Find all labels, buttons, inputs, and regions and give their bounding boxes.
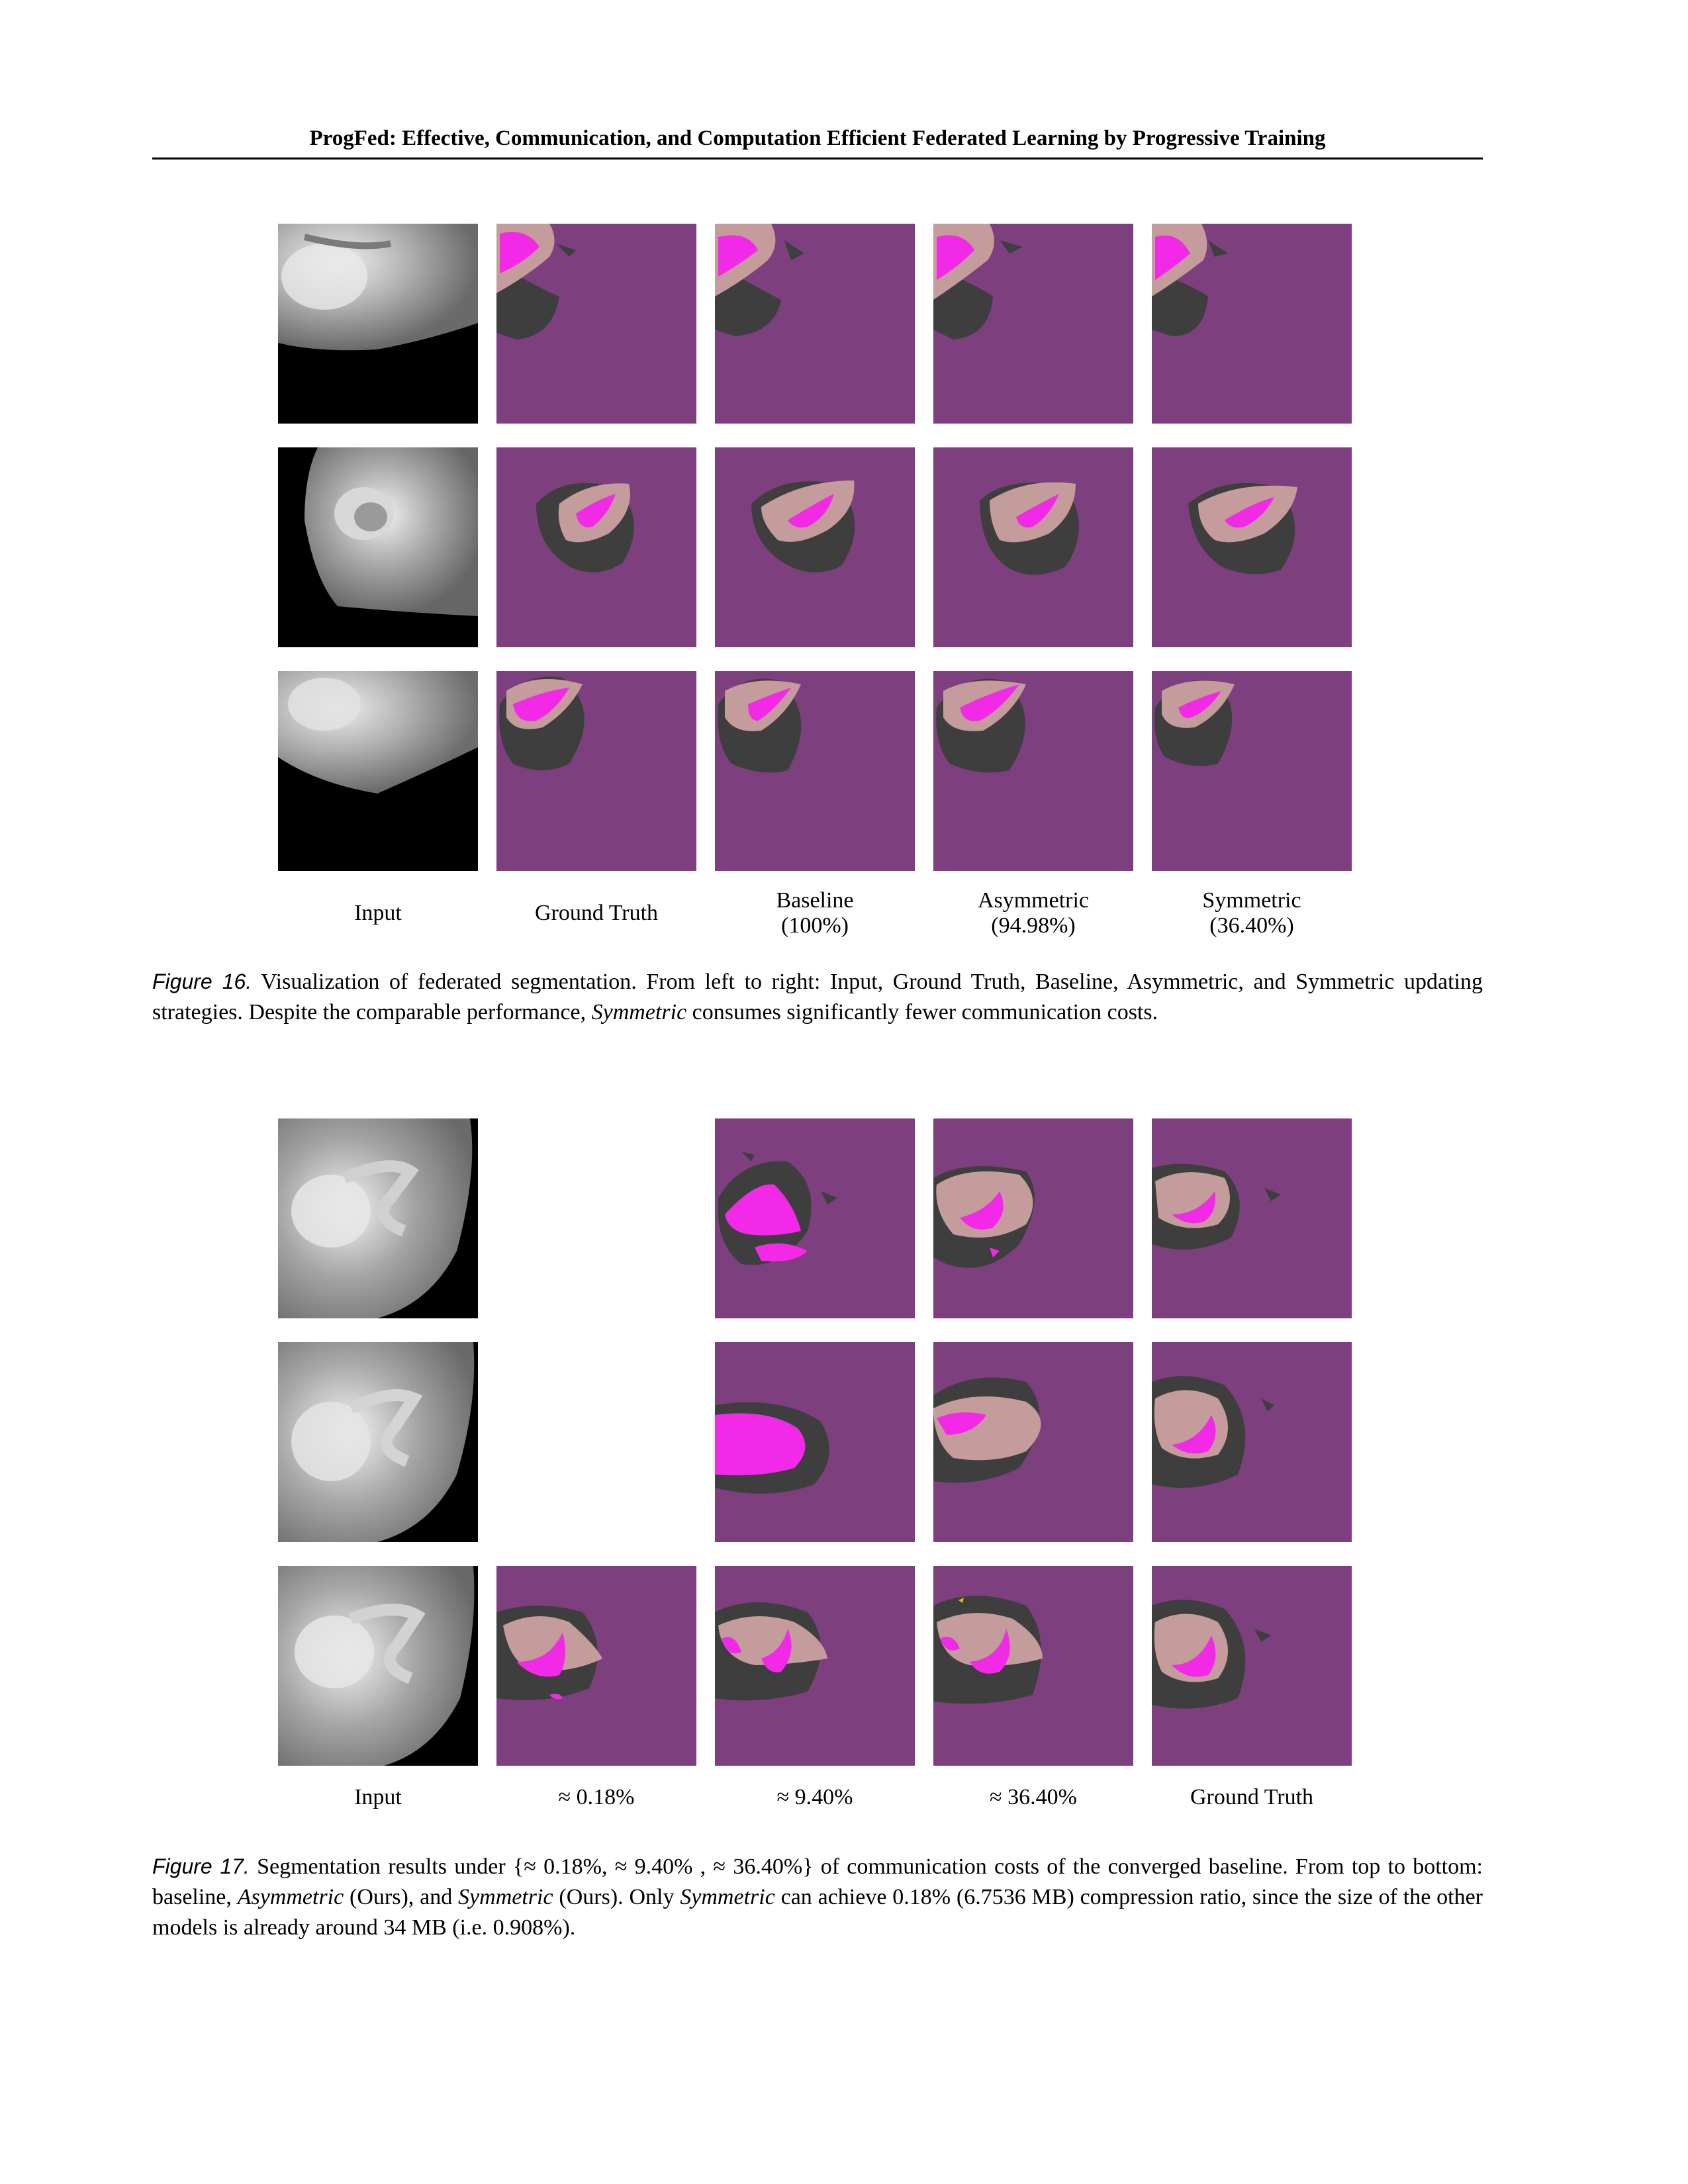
mri-input-image: [278, 1118, 478, 1318]
column-label: Ground Truth: [534, 901, 659, 925]
segmentation-0.18: [496, 1118, 696, 1318]
segmentation-ground-truth: [496, 447, 696, 647]
figure-caption: Figure 16. Visualization of federated se…: [152, 970, 1483, 1024]
segmentation-36.40: [933, 1342, 1133, 1542]
segmentation-9.40: [715, 1566, 915, 1766]
segmentation-baseline: [715, 447, 915, 647]
segmentation-symmetric: [1152, 671, 1352, 871]
mri-input-image: [278, 1566, 478, 1766]
segmentation-symmetric: [1152, 447, 1352, 647]
column-label: Input: [354, 901, 402, 925]
segmentation-ground-truth: [1152, 1566, 1352, 1766]
segmentation-ground-truth: [1152, 1118, 1352, 1318]
header-rule: [152, 158, 1483, 159]
segmentation-36.40: [933, 1118, 1133, 1318]
segmentation-0.18: [496, 1342, 696, 1542]
figure-caption: Figure 17. Segmentation results under {≈…: [152, 1854, 1483, 1940]
segmentation-asymmetric: [933, 447, 1133, 647]
column-label: Ground Truth: [1190, 1785, 1314, 1809]
mri-input-image: [278, 671, 478, 871]
column-label: ≈ 36.40%: [990, 1785, 1077, 1809]
column-label: Input: [354, 1785, 402, 1809]
running-head: ProgFed: Effective, Communication, and C…: [309, 126, 1326, 150]
segmentation-9.40: [715, 1118, 915, 1318]
column-label: ≈ 9.40%: [776, 1785, 853, 1809]
segmentation-asymmetric: [933, 671, 1133, 871]
column-label: Asymmetric (94.98%): [977, 888, 1090, 938]
segmentation-9.40: [715, 1342, 915, 1542]
column-label: ≈ 0.18%: [558, 1785, 635, 1809]
segmentation-baseline: [715, 671, 915, 871]
segmentation-36.40: [933, 1566, 1133, 1766]
segmentation-symmetric: [1152, 224, 1352, 424]
mri-input-image: [278, 447, 478, 647]
segmentation-ground-truth: [496, 224, 696, 424]
segmentation-baseline: [715, 224, 915, 424]
mri-input-image: [278, 224, 478, 424]
column-label: Baseline (100%): [776, 888, 854, 938]
column-label: Symmetric (36.40%): [1202, 888, 1301, 938]
segmentation-ground-truth: [496, 671, 696, 871]
segmentation-0.18: [496, 1566, 696, 1766]
segmentation-ground-truth: [1152, 1342, 1352, 1542]
mri-input-image: [278, 1342, 478, 1542]
segmentation-asymmetric: [933, 224, 1133, 424]
